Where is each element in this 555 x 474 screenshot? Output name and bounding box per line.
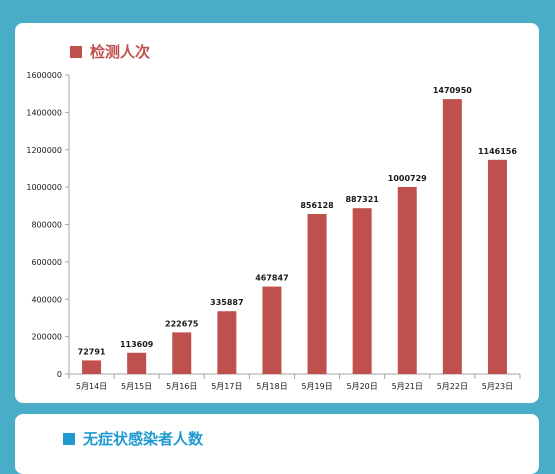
x-tick-label: 5月18日 [256,382,287,391]
bar-value-label: 335887 [210,298,243,307]
bar-value-label: 1146156 [478,147,517,156]
y-tick-label: 0 [57,370,62,379]
y-tick-label: 400000 [31,295,62,304]
x-tick-label: 5月17日 [211,382,242,391]
y-tick-label: 1400000 [26,108,62,117]
x-tick-label: 5月22日 [437,382,468,391]
y-axis: 0 200000 400000 600000 800000 1000000 1200000 1… [26,71,70,379]
bar [397,186,417,374]
next-section-title: 无症状感染者人数 [83,430,204,448]
y-tick-label: 600000 [31,258,62,267]
bar [127,352,147,374]
bar-value-label: 1470950 [433,86,472,95]
next-section-header: 无症状感染者人数 [63,428,203,449]
bar-value-label: 467847 [255,274,288,283]
bar [352,208,372,374]
bar [82,360,102,374]
data-labels: 72791 113609 222675 335887 467847 856128 88732… [78,86,518,356]
bar [307,214,327,374]
bar-value-label: 72791 [78,347,106,356]
bar [172,332,192,374]
y-tick-label: 800000 [31,221,62,230]
bar [487,159,507,374]
bar [262,286,282,374]
x-tick-label: 5月21日 [392,382,423,391]
bar-value-label: 1000729 [388,174,427,183]
bar [217,311,237,374]
bar-value-label: 222675 [165,319,199,328]
y-tick-label: 200000 [31,333,62,342]
y-tick-label: 1600000 [26,71,62,80]
x-tick-label: 5月15日 [121,382,152,391]
bar-chart: 0 200000 400000 600000 800000 1000000 1200000 1… [26,71,521,391]
x-tick-label: 5月23日 [482,382,513,391]
title-marker-square [63,432,75,445]
bar [442,99,462,375]
x-tick-label: 5月19日 [301,382,332,391]
title-marker-square [70,45,82,58]
bar-value-label: 887321 [345,195,379,204]
x-tick-label: 5月20日 [347,382,378,391]
bars [82,99,507,375]
x-tick-label: 5月16日 [166,382,197,391]
chart-title: 检测人次 [90,43,151,61]
bar-value-label: 113609 [120,340,154,349]
bar-value-label: 856128 [300,201,334,210]
chart-header: 检测人次 [70,41,150,62]
x-axis: 5月14日 5月15日 5月16日 5月17日 5月18日 5月19日 5月20日 5月21日… [68,373,521,391]
y-tick-label: 1200000 [26,146,62,155]
y-tick-label: 1000000 [26,183,62,192]
x-tick-label: 5月14日 [76,382,107,391]
